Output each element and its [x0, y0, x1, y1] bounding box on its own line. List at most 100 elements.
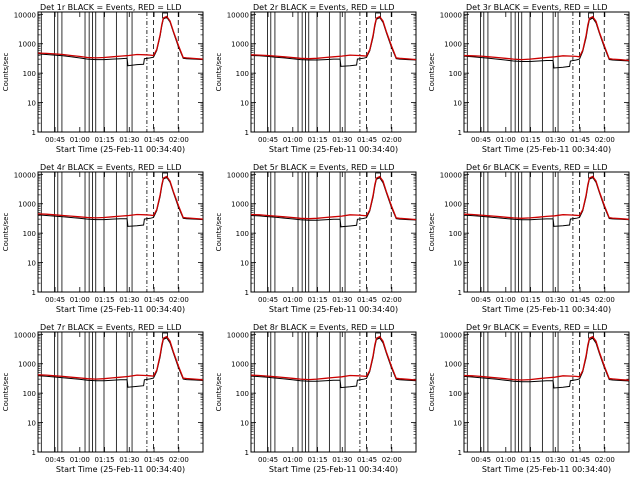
y-axis-label: Counts/sec: [428, 373, 436, 412]
x-tick-label: 01:00: [70, 296, 90, 304]
y-axis-label: Counts/sec: [2, 213, 10, 252]
x-tick-label: 01:15: [520, 296, 540, 304]
y-axis-label: Counts/sec: [215, 213, 223, 252]
y-tick-label: 10: [27, 100, 36, 108]
y-tick-label: 1000: [444, 41, 462, 49]
y-tick-label: 100: [23, 70, 36, 78]
y-tick-label: 100: [449, 390, 462, 398]
panel-title: Det 6r BLACK = Events, RED = LLD: [466, 163, 608, 172]
y-tick-label: 100: [236, 230, 249, 238]
y-tick-label: 1: [245, 289, 249, 297]
y-tick-label: 1000: [444, 361, 462, 369]
y-axis-label: Counts/sec: [215, 373, 223, 412]
y-tick-label: 10000: [227, 11, 249, 19]
plot-frame: [250, 171, 417, 293]
x-tick-label: 01:15: [94, 136, 114, 144]
x-tick-label: 00:45: [45, 456, 65, 464]
series-line-events: [37, 337, 204, 388]
x-tick-label: 01:30: [332, 456, 352, 464]
y-tick-label: 1000: [231, 201, 249, 209]
x-tick-label: 00:45: [471, 456, 491, 464]
y-tick-label: 10000: [440, 331, 462, 339]
y-tick-label: 10: [453, 260, 462, 268]
y-tick-label: 10000: [14, 331, 36, 339]
x-axis-label: Start Time (25-Feb-11 00:34:40): [269, 145, 398, 154]
x-tick-label: 01:15: [307, 296, 327, 304]
panel-title: Det 5r BLACK = Events, RED = LLD: [253, 163, 395, 172]
y-tick-label: 1000: [18, 201, 36, 209]
detector-panel-9: Det 9r BLACK = Events, RED = LLD 1 10 100 10…: [428, 323, 630, 474]
x-axis-label: Start Time (25-Feb-11 00:34:40): [56, 465, 185, 474]
series-line-lld: [37, 335, 204, 381]
y-tick-label: 10: [27, 260, 36, 268]
plot-frame: [250, 331, 417, 453]
series-line-lld: [37, 15, 204, 60]
panel-title: Det 8r BLACK = Events, RED = LLD: [253, 323, 395, 332]
series-line-lld: [250, 15, 417, 61]
y-tick-label: 1: [32, 449, 36, 457]
series-line-lld: [250, 335, 417, 381]
x-tick-label: 01:30: [545, 296, 565, 304]
y-tick-label: 10000: [440, 11, 462, 19]
y-tick-label: 10000: [14, 171, 36, 179]
plot-frame: [37, 331, 204, 453]
y-tick-label: 10: [240, 420, 249, 428]
x-tick-label: 01:00: [283, 136, 303, 144]
y-tick-label: 1000: [18, 361, 36, 369]
y-tick-label: 100: [23, 230, 36, 238]
x-tick-label: 01:30: [119, 136, 139, 144]
x-tick-label: 01:45: [144, 296, 164, 304]
x-tick-label: 01:00: [496, 296, 516, 304]
x-tick-label: 01:45: [144, 136, 164, 144]
y-tick-label: 10000: [440, 171, 462, 179]
x-tick-label: 01:45: [357, 136, 377, 144]
plot-frame: [463, 11, 630, 133]
x-tick-label: 01:45: [357, 456, 377, 464]
x-tick-label: 01:00: [283, 296, 303, 304]
x-tick-label: 01:30: [332, 296, 352, 304]
x-tick-label: 02:00: [595, 136, 615, 144]
series-line-lld: [463, 175, 630, 220]
x-tick-label: 01:30: [545, 136, 565, 144]
y-tick-label: 1: [32, 129, 36, 137]
y-tick-label: 100: [236, 70, 249, 78]
panel-title: Det 7r BLACK = Events, RED = LLD: [40, 323, 182, 332]
x-tick-label: 01:45: [144, 456, 164, 464]
y-tick-label: 100: [23, 390, 36, 398]
x-tick-label: 01:00: [496, 136, 516, 144]
y-tick-label: 10: [27, 420, 36, 428]
detector-panel-6: Det 6r BLACK = Events, RED = LLD 1 10 100 10…: [428, 163, 630, 314]
x-tick-label: 01:15: [307, 136, 327, 144]
x-tick-label: 02:00: [595, 296, 615, 304]
x-tick-label: 01:15: [94, 456, 114, 464]
series-line-lld: [463, 335, 630, 381]
x-axis-label: Start Time (25-Feb-11 00:34:40): [482, 465, 611, 474]
x-axis-label: Start Time (25-Feb-11 00:34:40): [269, 305, 398, 314]
x-axis-label: Start Time (25-Feb-11 00:34:40): [56, 305, 185, 314]
series-line-lld: [463, 15, 630, 62]
x-tick-label: 01:15: [94, 296, 114, 304]
panel-title: Det 2r BLACK = Events, RED = LLD: [253, 3, 395, 12]
detector-panel-2: Det 2r BLACK = Events, RED = LLD 1 10 100 10…: [215, 3, 417, 154]
x-tick-label: 02:00: [169, 456, 189, 464]
y-tick-label: 10000: [227, 331, 249, 339]
y-tick-label: 1: [32, 289, 36, 297]
x-tick-label: 01:00: [283, 456, 303, 464]
y-tick-label: 10: [240, 100, 249, 108]
series-line-lld: [250, 175, 417, 221]
x-tick-label: 01:15: [307, 456, 327, 464]
x-tick-label: 01:45: [570, 296, 590, 304]
x-axis-label: Start Time (25-Feb-11 00:34:40): [482, 305, 611, 314]
plot-frame: [463, 171, 630, 293]
detector-panel-5: Det 5r BLACK = Events, RED = LLD 1 10 100 10…: [215, 163, 417, 314]
x-tick-label: 01:30: [119, 296, 139, 304]
x-tick-label: 01:15: [520, 136, 540, 144]
x-tick-label: 02:00: [382, 136, 402, 144]
plot-frame: [250, 11, 417, 133]
y-tick-label: 100: [449, 230, 462, 238]
y-tick-label: 1: [458, 289, 462, 297]
panel-title: Det 4r BLACK = Events, RED = LLD: [40, 163, 182, 172]
y-tick-label: 100: [236, 390, 249, 398]
x-tick-label: 00:45: [258, 136, 278, 144]
y-tick-label: 1000: [231, 361, 249, 369]
